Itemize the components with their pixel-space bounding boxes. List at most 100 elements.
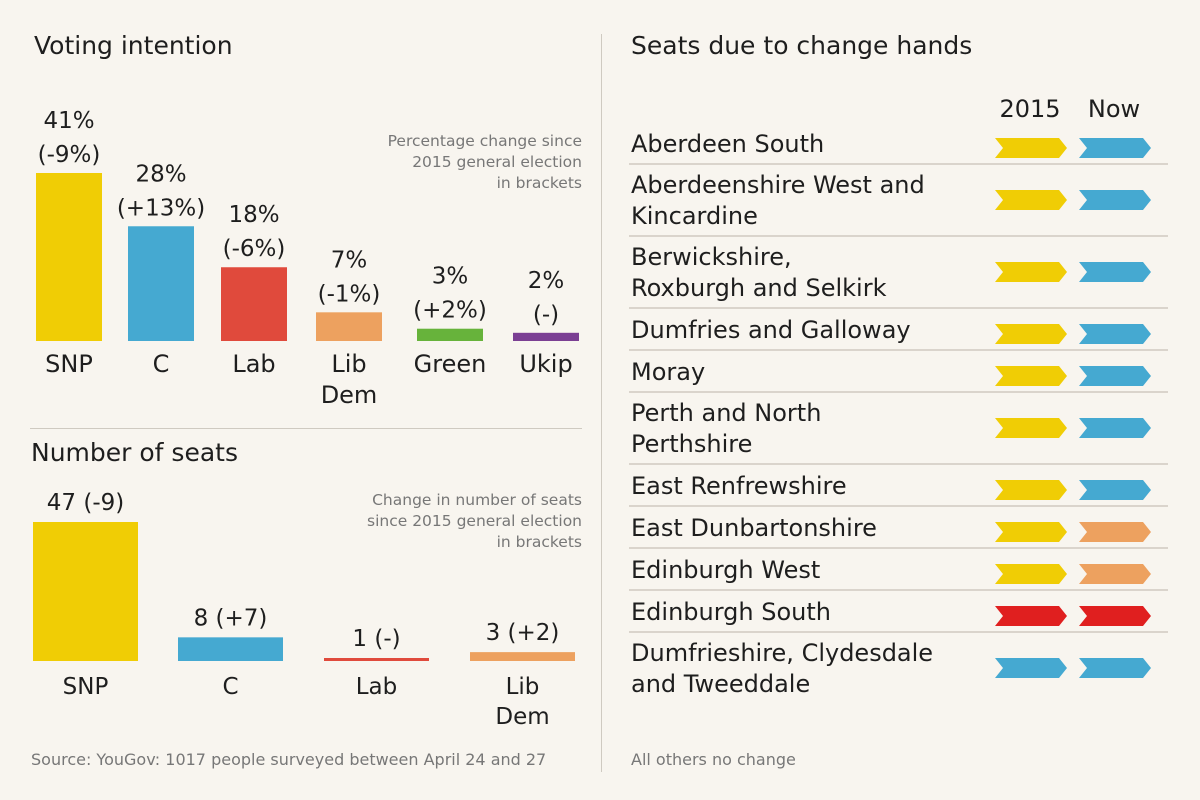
seat-category-label: SNP <box>63 674 109 700</box>
column-header-2015: 2015 <box>999 95 1060 123</box>
vote-bar <box>513 332 579 341</box>
vote-value-label: 28% <box>135 161 186 187</box>
vote-bar <box>417 328 483 341</box>
party-2015-arrow-icon <box>995 606 1067 626</box>
vote-category-label: Lab <box>232 350 275 378</box>
constituency-name: and Tweeddale <box>631 670 810 698</box>
constituency-name: Dumfrieshire, Clydesdale <box>631 639 933 667</box>
vote-bar <box>36 173 102 341</box>
party-now-arrow-icon <box>1079 606 1151 626</box>
seat-change: (-) <box>374 626 400 652</box>
constituency-name: Edinburgh South <box>631 598 831 626</box>
party-2015-arrow-icon <box>995 418 1067 438</box>
party-now-arrow-icon <box>1079 480 1151 500</box>
seat-value: 3 <box>486 620 508 646</box>
seats-note: Change in number of seats since 2015 gen… <box>282 490 582 553</box>
voting-note-line: 2015 general election <box>412 153 582 171</box>
seats-chart: 47 (-9) SNP 8 (+7) C 1 (-) Lab 3 (+2) Lib Dem <box>33 490 575 730</box>
constituency-name: East Renfrewshire <box>631 472 847 500</box>
voting-title: Voting intention <box>34 31 233 60</box>
voting-note-line: Percentage change since <box>387 132 582 150</box>
vote-change-label: (-9%) <box>38 142 101 168</box>
vote-category-label: Dem <box>321 381 378 409</box>
source-note: Source: YouGov: 1017 people surveyed bet… <box>31 750 547 769</box>
party-now-arrow-icon <box>1079 418 1151 438</box>
seat-bar <box>470 652 575 661</box>
vote-change-label: (+2%) <box>413 298 487 324</box>
seat-bar <box>178 637 283 661</box>
seat-change: (+2) <box>508 620 560 646</box>
seat-value: 8 <box>194 605 216 631</box>
vote-category-label: Green <box>414 350 487 378</box>
party-2015-arrow-icon <box>995 522 1067 542</box>
constituency-name: Roxburgh and Selkirk <box>631 274 887 302</box>
seat-category-label: Lib <box>506 674 540 700</box>
party-now-arrow-icon <box>1079 324 1151 344</box>
column-divider <box>601 34 602 772</box>
voting-note-line: in brackets <box>496 174 582 192</box>
vote-change-label: (+13%) <box>117 195 205 221</box>
seats-note-line: Change in number of seats <box>372 491 582 509</box>
vote-value-label: 41% <box>43 108 94 134</box>
party-2015-arrow-icon <box>995 262 1067 282</box>
change-footnote: All others no change <box>631 750 796 769</box>
vote-bar <box>221 267 287 341</box>
vote-category-label: C <box>153 350 170 378</box>
party-now-arrow-icon <box>1079 658 1151 678</box>
vote-change-label: (-6%) <box>223 236 286 262</box>
constituency-name: Kincardine <box>631 202 758 230</box>
constituency-name: Perth and North <box>631 399 821 427</box>
seat-bar <box>324 658 429 661</box>
seat-category-label: Lab <box>356 674 398 700</box>
party-2015-arrow-icon <box>995 480 1067 500</box>
constituency-name: Berwickshire, <box>631 243 792 271</box>
seat-value: 47 <box>47 490 84 516</box>
vote-value-label: 3% <box>432 264 469 290</box>
seat-change: (-9) <box>83 490 124 516</box>
voting-chart: 41% (-9%) SNP 28% (+13%) C 18% (-6%) Lab 7% (-1%) L… <box>36 108 579 409</box>
seat-bar <box>33 522 138 661</box>
seat-value: 1 <box>352 626 374 652</box>
seats-note-line: since 2015 general election <box>367 512 582 530</box>
constituency-name: Aberdeenshire West and <box>631 171 925 199</box>
constituency-name: Edinburgh West <box>631 556 820 584</box>
seat-value-label: 8 (+7) <box>194 605 268 631</box>
constituency-name: Moray <box>631 358 705 386</box>
seat-change: (+7) <box>216 605 268 631</box>
seat-value-label: 1 (-) <box>352 626 400 652</box>
vote-category-label: Ukip <box>519 350 572 378</box>
vote-value-label: 2% <box>528 268 565 294</box>
party-2015-arrow-icon <box>995 366 1067 386</box>
constituency-name: Dumfries and Galloway <box>631 316 911 344</box>
party-2015-arrow-icon <box>995 658 1067 678</box>
party-now-arrow-icon <box>1079 366 1151 386</box>
party-now-arrow-icon <box>1079 262 1151 282</box>
party-2015-arrow-icon <box>995 190 1067 210</box>
vote-bar <box>316 312 382 341</box>
seat-value-label: 47 (-9) <box>47 490 124 516</box>
party-2015-arrow-icon <box>995 324 1067 344</box>
party-now-arrow-icon <box>1079 190 1151 210</box>
party-now-arrow-icon <box>1079 564 1151 584</box>
seats-title: Number of seats <box>31 438 238 467</box>
column-header-now: Now <box>1088 95 1140 123</box>
seats-note-line: in brackets <box>496 533 582 551</box>
seat-category-label: Dem <box>495 704 549 730</box>
seat-category-label: C <box>222 674 238 700</box>
vote-change-label: (-) <box>533 302 559 328</box>
change-title: Seats due to change hands <box>631 31 973 60</box>
party-2015-arrow-icon <box>995 138 1067 158</box>
vote-value-label: 18% <box>228 202 279 228</box>
constituency-name: East Dunbartonshire <box>631 514 877 542</box>
voting-note: Percentage change since 2015 general ele… <box>282 131 582 194</box>
section-divider <box>30 428 582 429</box>
vote-category-label: SNP <box>45 350 93 378</box>
party-now-arrow-icon <box>1079 138 1151 158</box>
party-2015-arrow-icon <box>995 564 1067 584</box>
vote-change-label: (-1%) <box>318 281 381 307</box>
constituency-name: Aberdeen South <box>631 130 824 158</box>
vote-bar <box>128 226 194 341</box>
seat-value-label: 3 (+2) <box>486 620 560 646</box>
party-now-arrow-icon <box>1079 522 1151 542</box>
